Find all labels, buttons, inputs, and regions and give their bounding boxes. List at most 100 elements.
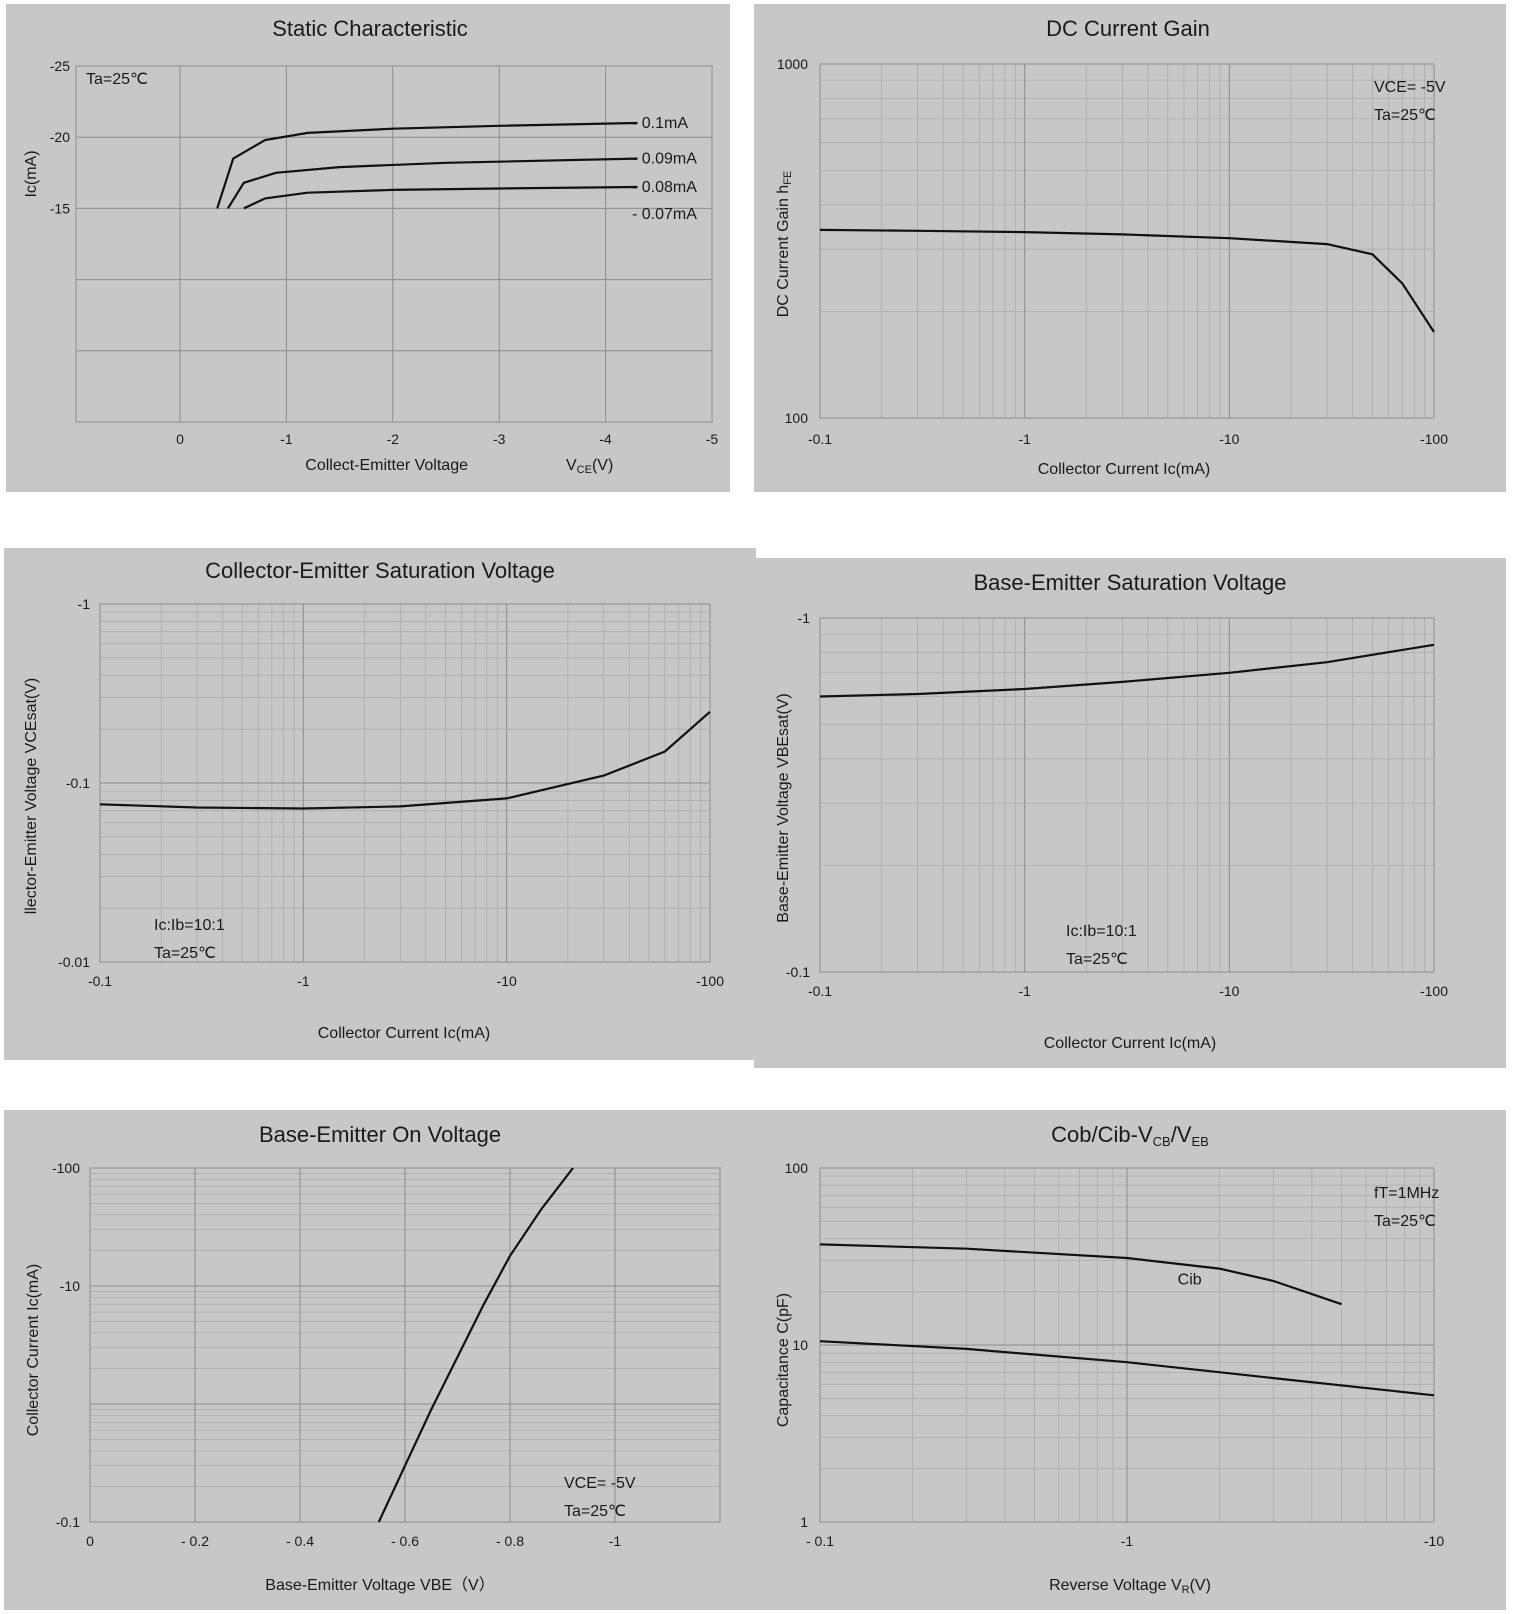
vbesat-x-tick-label: -100 bbox=[1420, 983, 1448, 999]
vbeon-y-tick-label: -10 bbox=[60, 1278, 80, 1294]
cobcib-y-tick-label: 100 bbox=[785, 1160, 809, 1176]
vcesat-series-line bbox=[99, 710, 711, 810]
chart-hfe-annotation-vce: VCE= -5V bbox=[1374, 79, 1446, 96]
static-series-label: - 0.08mA bbox=[632, 179, 697, 196]
chart-vcesat-ylabel: llector-Emitter Voltage VCEsat(V) bbox=[23, 678, 40, 915]
static-x-tick-label: -3 bbox=[493, 431, 506, 447]
chart-vcesat-annotation-ta: Ta=25℃ bbox=[154, 945, 216, 962]
chart-vcesat: Collector-Emitter Saturation Voltage -0.… bbox=[23, 558, 724, 1042]
vcesat-y-tick-label: -0.01 bbox=[58, 954, 90, 970]
chart-vbeon-title: Base-Emitter On Voltage bbox=[259, 1122, 501, 1147]
static-series-label: - 0.09mA bbox=[632, 151, 697, 168]
cobcib-series-label: Cib bbox=[1178, 1271, 1202, 1288]
vbesat-x-tick-label: -0.1 bbox=[808, 983, 832, 999]
vbeon-y-tick-label: -0.1 bbox=[56, 1514, 80, 1530]
chart-vcesat-title: Collector-Emitter Saturation Voltage bbox=[205, 558, 555, 583]
static-series-line bbox=[216, 121, 638, 209]
chart-vbesat-title: Base-Emitter Saturation Voltage bbox=[973, 570, 1286, 595]
chart-hfe-ylabel: DC Current Gain hFE bbox=[775, 171, 794, 318]
vbeon-x-tick-label: - 0.2 bbox=[181, 1533, 209, 1549]
chart-cobcib-title: Cob/Cib-VCB/VEB bbox=[1051, 1122, 1209, 1149]
chart-hfe-panel: DC Current Gain -0.1 -1 -10 -100 100 1000 VCE… bbox=[754, 4, 1506, 492]
static-series-label: - 0.07mA bbox=[632, 206, 697, 223]
chart-vbeon-annotation-ta: Ta=25℃ bbox=[564, 1503, 626, 1520]
static-x-tick-label: 0 bbox=[176, 431, 184, 447]
chart-hfe-title: DC Current Gain bbox=[1046, 16, 1210, 41]
chart-hfe-annotation-ta: Ta=25℃ bbox=[1374, 107, 1436, 124]
hfe-x-tick-label: -10 bbox=[1219, 431, 1239, 447]
chart-vbeon: Base-Emitter On Voltage 0 - 0.2 - 0.4 - 0.6… bbox=[25, 1122, 721, 1594]
chart-cobcib: Cob/Cib-VCB/VEB - 0.1 -1 -10 1 10 100 Cib fT=1… bbox=[775, 1122, 1444, 1596]
static-x-tick-label: -5 bbox=[706, 431, 719, 447]
vbeon-plot-frame bbox=[89, 1167, 721, 1523]
vbesat-x-tick-label: -1 bbox=[1018, 983, 1031, 999]
chart-static-title: Static Characteristic bbox=[272, 16, 468, 41]
chart-cobcib-annotation-ft: fT=1MHz bbox=[1374, 1185, 1439, 1202]
chart-vbeon-ylabel: Collector Current Ic(mA) bbox=[25, 1264, 42, 1437]
hfe-x-tick-label: -100 bbox=[1420, 431, 1448, 447]
static-y-tick-label: -25 bbox=[50, 58, 70, 74]
vcesat-y-tick-label: -0.1 bbox=[66, 775, 90, 791]
cobcib-plot-frame bbox=[819, 1167, 1435, 1523]
chart-static-panel: Static Characteristic 0 -1 -2 -3 -4 -5 -15 -20 -… bbox=[6, 4, 730, 492]
cobcib-x-tick-label: - 0.1 bbox=[806, 1533, 834, 1549]
static-x-tick-label: -4 bbox=[599, 431, 612, 447]
chart-hfe-xlabel: Collector Current Ic(mA) bbox=[1038, 461, 1211, 478]
chart-vbesat-xlabel: Collector Current Ic(mA) bbox=[1044, 1035, 1217, 1052]
hfe-plot-frame bbox=[819, 63, 1435, 419]
static-y-tick-label: -20 bbox=[50, 129, 70, 145]
vbeon-y-tick-label: -100 bbox=[52, 1160, 80, 1176]
chart-vbesat-annotation-ta: Ta=25℃ bbox=[1066, 951, 1128, 968]
hfe-x-tick-label: -1 bbox=[1018, 431, 1031, 447]
chart-vbesat-annotation-ratio: Ic:Ib=10:1 bbox=[1066, 923, 1137, 940]
vbesat-plot-frame bbox=[819, 617, 1435, 973]
chart-cobcib-annotation-ta: Ta=25℃ bbox=[1374, 1213, 1436, 1230]
vbesat-x-tick-label: -10 bbox=[1219, 983, 1239, 999]
chart-vcesat-panel: Collector-Emitter Saturation Voltage -0.… bbox=[4, 548, 756, 1060]
chart-static: Static Characteristic 0 -1 -2 -3 -4 -5 -15 -20 -… bbox=[23, 16, 719, 476]
chart-vcesat-annotation-ratio: Ic:Ib=10:1 bbox=[154, 917, 225, 934]
cobcib-series-line bbox=[819, 1243, 1342, 1306]
chart-static-annotation: Ta=25℃ bbox=[86, 71, 148, 88]
hfe-y-tick-label: 1000 bbox=[777, 56, 808, 72]
chart-vbeon-annotation-vce: VCE= -5V bbox=[564, 1475, 636, 1492]
cobcib-y-tick-label: 10 bbox=[792, 1337, 808, 1353]
chart-static-xlabel-unit: VCE(V) bbox=[566, 457, 613, 476]
static-series-label: - 0.1mA bbox=[632, 115, 688, 132]
vcesat-x-tick-label: -100 bbox=[696, 973, 724, 989]
chart-vbeon-panel: Base-Emitter On Voltage 0 - 0.2 - 0.4 - 0.6… bbox=[4, 1110, 756, 1610]
vbesat-y-tick-label: -0.1 bbox=[786, 964, 810, 980]
vcesat-x-tick-label: -0.1 bbox=[88, 973, 112, 989]
vbesat-y-tick-label: -1 bbox=[798, 610, 811, 626]
vcesat-y-tick-label: -1 bbox=[78, 596, 91, 612]
chart-cobcib-ylabel: Capacitance C(pF) bbox=[775, 1293, 792, 1427]
chart-vbesat-ylabel: Base-Emitter Voltage VBEsat(V) bbox=[775, 693, 792, 922]
static-y-tick-label: -15 bbox=[50, 200, 70, 216]
cobcib-series-line bbox=[819, 1340, 1435, 1397]
chart-cobcib-panel: Cob/Cib-VCB/VEB - 0.1 -1 -10 1 10 100 Cib fT=1… bbox=[754, 1110, 1506, 1610]
cobcib-y-tick-label: 1 bbox=[800, 1514, 808, 1530]
static-series-line bbox=[243, 185, 638, 210]
vcesat-x-tick-label: -10 bbox=[497, 973, 517, 989]
hfe-y-tick-label: 100 bbox=[785, 410, 809, 426]
static-x-tick-label: -1 bbox=[280, 431, 293, 447]
chart-static-xlabel: Collect-Emitter Voltage bbox=[305, 457, 468, 474]
vcesat-plot-frame bbox=[99, 603, 711, 963]
chart-cobcib-xlabel: Reverse Voltage VR(V) bbox=[1049, 1577, 1211, 1596]
chart-vbesat: Base-Emitter Saturation Voltage -0.1 -1 -1… bbox=[775, 570, 1448, 1052]
chart-vcesat-xlabel: Collector Current Ic(mA) bbox=[318, 1025, 491, 1042]
vbeon-x-tick-label: - 0.4 bbox=[286, 1533, 314, 1549]
vbeon-x-tick-label: - 0.8 bbox=[496, 1533, 524, 1549]
chart-static-ylabel: Ic(mA) bbox=[23, 150, 40, 197]
vbeon-x-tick-label: -1 bbox=[609, 1533, 622, 1549]
vbeon-x-tick-label: 0 bbox=[86, 1533, 94, 1549]
chart-vbesat-panel: Base-Emitter Saturation Voltage -0.1 -1 -1… bbox=[754, 558, 1506, 1068]
hfe-series-line bbox=[819, 228, 1435, 333]
vbeon-series-line bbox=[377, 1167, 574, 1523]
cobcib-x-tick-label: -1 bbox=[1121, 1533, 1134, 1549]
static-x-tick-label: -2 bbox=[387, 431, 400, 447]
hfe-x-tick-label: -0.1 bbox=[808, 431, 832, 447]
vbeon-x-tick-label: - 0.6 bbox=[391, 1533, 419, 1549]
vbesat-series-line bbox=[819, 643, 1435, 698]
cobcib-x-tick-label: -10 bbox=[1424, 1533, 1444, 1549]
